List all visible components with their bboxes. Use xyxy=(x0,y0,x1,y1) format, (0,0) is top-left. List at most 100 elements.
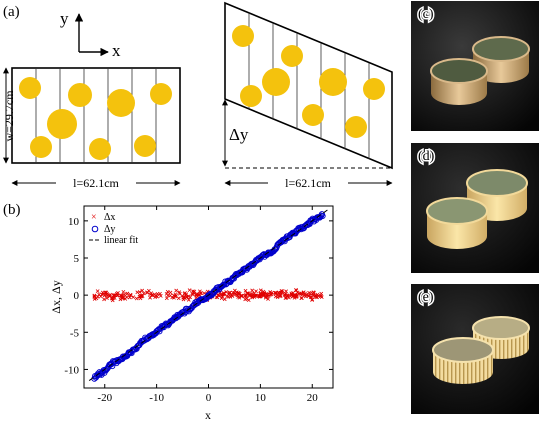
data-point-delta-x xyxy=(191,290,196,295)
panel-label-e: (e) xyxy=(418,290,434,305)
data-point-delta-x xyxy=(219,296,224,301)
data-point-delta-x xyxy=(253,293,258,298)
data-point-delta-x xyxy=(125,291,130,296)
data-point-delta-x xyxy=(92,295,97,299)
data-point-delta-x xyxy=(176,296,181,301)
data-point-delta-x xyxy=(268,290,273,295)
data-point-delta-x xyxy=(137,290,142,294)
panel-b-chart: (b) -20 -10 0 10 20 -10 -5 0 5 10 x Δx, Δy × Δx Δ… xyxy=(3,202,334,422)
data-point-delta-x xyxy=(303,294,308,299)
data-point-delta-x xyxy=(309,295,314,299)
data-point-delta-x xyxy=(311,290,316,295)
data-point-delta-x xyxy=(95,289,100,293)
disk xyxy=(89,138,111,160)
disk xyxy=(134,135,156,157)
x-tick-label: 0 xyxy=(206,392,212,404)
data-point-delta-x xyxy=(121,289,126,294)
y-tick-label: 10 xyxy=(68,216,80,228)
data-point-delta-x xyxy=(308,291,312,296)
data-point-delta-x xyxy=(128,292,133,297)
data-point-delta-x xyxy=(148,292,153,297)
data-point-delta-x xyxy=(164,296,169,301)
data-point-delta-x xyxy=(140,288,145,293)
disk xyxy=(19,77,41,99)
data-point-delta-x xyxy=(237,295,242,300)
data-point-delta-x xyxy=(102,297,106,302)
data-point-delta-x xyxy=(92,293,97,298)
x-axis-title: x xyxy=(205,408,211,422)
data-point-delta-y xyxy=(156,328,163,335)
data-point-delta-x xyxy=(293,293,297,298)
panel-label-d: (d) xyxy=(418,149,435,164)
data-point-delta-x xyxy=(219,293,224,297)
data-point-delta-x xyxy=(284,289,288,294)
disk xyxy=(107,89,135,117)
y-axis-label: y xyxy=(60,9,69,28)
length-label-left: l=62.1cm xyxy=(73,176,119,190)
data-point-delta-x xyxy=(294,294,299,299)
data-point-delta-x xyxy=(228,294,233,299)
disk xyxy=(30,136,52,158)
data-point-delta-x xyxy=(184,295,189,300)
data-point-delta-x xyxy=(188,295,193,300)
disk xyxy=(232,25,254,47)
data-point-delta-x xyxy=(310,298,314,302)
panel-a-schematic: (a) y x xyxy=(2,1,393,190)
panel-e-photo: (e) xyxy=(411,284,539,414)
data-point-delta-x xyxy=(278,293,283,297)
data-point-delta-x xyxy=(140,294,145,298)
data-point-delta-x xyxy=(273,294,278,299)
data-point-delta-x xyxy=(150,293,155,298)
linear-fit-line xyxy=(88,209,329,381)
panel-label-a: (a) xyxy=(3,4,20,20)
data-point-delta-x xyxy=(262,292,266,296)
data-point-delta-x xyxy=(239,293,243,298)
disk xyxy=(281,45,303,67)
data-point-delta-x xyxy=(97,292,101,297)
legend-label-delta-x: Δx xyxy=(104,212,115,223)
x-tick-label: 20 xyxy=(307,392,319,404)
disk xyxy=(68,83,92,107)
x-axis-label: x xyxy=(112,41,121,60)
data-point-delta-x xyxy=(181,297,186,302)
data-point-delta-x xyxy=(234,292,239,297)
disk xyxy=(47,109,77,139)
data-point-delta-x xyxy=(273,290,277,295)
data-point-delta-x xyxy=(301,290,306,295)
y-tick-label: -5 xyxy=(70,327,80,339)
data-point-delta-x xyxy=(108,292,113,297)
panel-d-photo: (d) xyxy=(411,143,539,273)
coordinate-axes: y x xyxy=(60,9,121,60)
panel-label-c: (c) xyxy=(418,7,434,22)
data-point-delta-x xyxy=(298,292,303,296)
data-point-delta-x xyxy=(173,292,178,297)
data-point-delta-x xyxy=(314,295,318,299)
data-point-delta-x xyxy=(243,297,248,302)
data-point-delta-x xyxy=(100,290,105,295)
data-point-delta-x xyxy=(222,291,227,296)
data-point-delta-x xyxy=(174,288,179,293)
data-point-delta-x xyxy=(165,289,170,294)
sheared-packing: Δy l=62.1cm xyxy=(222,1,393,190)
data-point-delta-x xyxy=(254,293,259,298)
data-point-delta-x xyxy=(233,288,237,293)
data-point-delta-x xyxy=(294,288,298,292)
data-point-delta-x xyxy=(127,295,132,300)
y-tick-label: 5 xyxy=(74,253,80,265)
data-point-delta-x xyxy=(134,296,139,301)
data-point-delta-x xyxy=(145,290,150,295)
data-point-delta-x xyxy=(269,292,274,297)
axis-ticks: -20 -10 0 10 20 -10 -5 0 5 10 xyxy=(64,206,333,404)
data-point-delta-x xyxy=(115,293,120,298)
data-point-delta-x xyxy=(198,291,203,296)
data-point-delta-x xyxy=(274,290,278,295)
data-point-delta-x xyxy=(246,298,251,303)
data-point-delta-x xyxy=(282,292,287,297)
data-point-delta-x xyxy=(284,296,289,300)
legend-label-delta-y: Δy xyxy=(104,224,115,235)
data-point-delta-x xyxy=(119,294,124,299)
data-point-delta-x xyxy=(155,291,160,296)
data-point-delta-x xyxy=(295,290,300,295)
data-point-delta-x xyxy=(187,288,192,293)
